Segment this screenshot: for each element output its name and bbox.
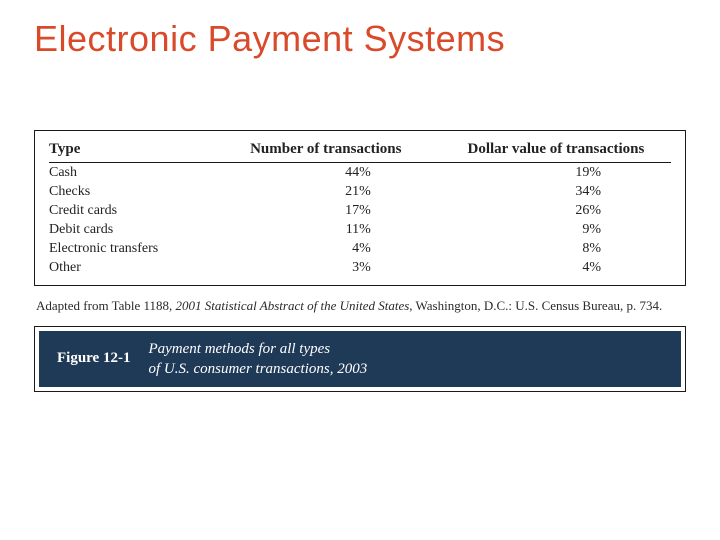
cell-type: Cash <box>49 163 211 183</box>
caption-line-2: of U.S. consumer transactions, 2003 <box>148 361 367 377</box>
source-prefix: Adapted from Table 1188, <box>36 298 176 313</box>
slide: Electronic Payment Systems Type Number o… <box>0 0 720 540</box>
caption-line-1: Payment methods for all types <box>148 341 330 357</box>
source-citation: Adapted from Table 1188, 2001 Statistica… <box>36 296 684 316</box>
payment-table: Type Number of transactions Dollar value… <box>49 141 671 277</box>
cell-type: Electronic transfers <box>49 239 211 258</box>
cell-num: 21% <box>211 182 441 201</box>
cell-num: 4% <box>211 239 441 258</box>
figure-caption-text: Payment methods for all types of U.S. co… <box>148 339 367 380</box>
cell-type: Credit cards <box>49 201 211 220</box>
cell-num: 3% <box>211 258 441 277</box>
figure-caption: Figure 12-1 Payment methods for all type… <box>39 331 681 388</box>
table-body: Cash 44% 19% Checks 21% 34% Credit cards… <box>49 163 671 278</box>
page-title: Electronic Payment Systems <box>34 18 686 60</box>
table-header-row: Type Number of transactions Dollar value… <box>49 141 671 163</box>
cell-val: 4% <box>441 258 671 277</box>
source-suffix: , Washington, D.C.: U.S. Census Bureau, … <box>409 298 662 313</box>
col-header-number: Number of transactions <box>211 141 441 163</box>
cell-type: Checks <box>49 182 211 201</box>
cell-num: 11% <box>211 220 441 239</box>
cell-val: 8% <box>441 239 671 258</box>
figure-label: Figure 12-1 <box>57 350 130 367</box>
cell-type: Other <box>49 258 211 277</box>
source-italic: 2001 Statistical Abstract of the United … <box>176 298 410 313</box>
cell-type: Debit cards <box>49 220 211 239</box>
table-row: Other 3% 4% <box>49 258 671 277</box>
col-header-value: Dollar value of transactions <box>441 141 671 163</box>
table-row: Debit cards 11% 9% <box>49 220 671 239</box>
cell-val: 19% <box>441 163 671 183</box>
table-row: Cash 44% 19% <box>49 163 671 183</box>
table-row: Credit cards 17% 26% <box>49 201 671 220</box>
cell-num: 17% <box>211 201 441 220</box>
cell-num: 44% <box>211 163 441 183</box>
col-header-type: Type <box>49 141 211 163</box>
payment-table-frame: Type Number of transactions Dollar value… <box>34 130 686 286</box>
table-row: Electronic transfers 4% 8% <box>49 239 671 258</box>
figure-caption-frame: Figure 12-1 Payment methods for all type… <box>34 326 686 393</box>
table-row: Checks 21% 34% <box>49 182 671 201</box>
cell-val: 26% <box>441 201 671 220</box>
cell-val: 9% <box>441 220 671 239</box>
cell-val: 34% <box>441 182 671 201</box>
